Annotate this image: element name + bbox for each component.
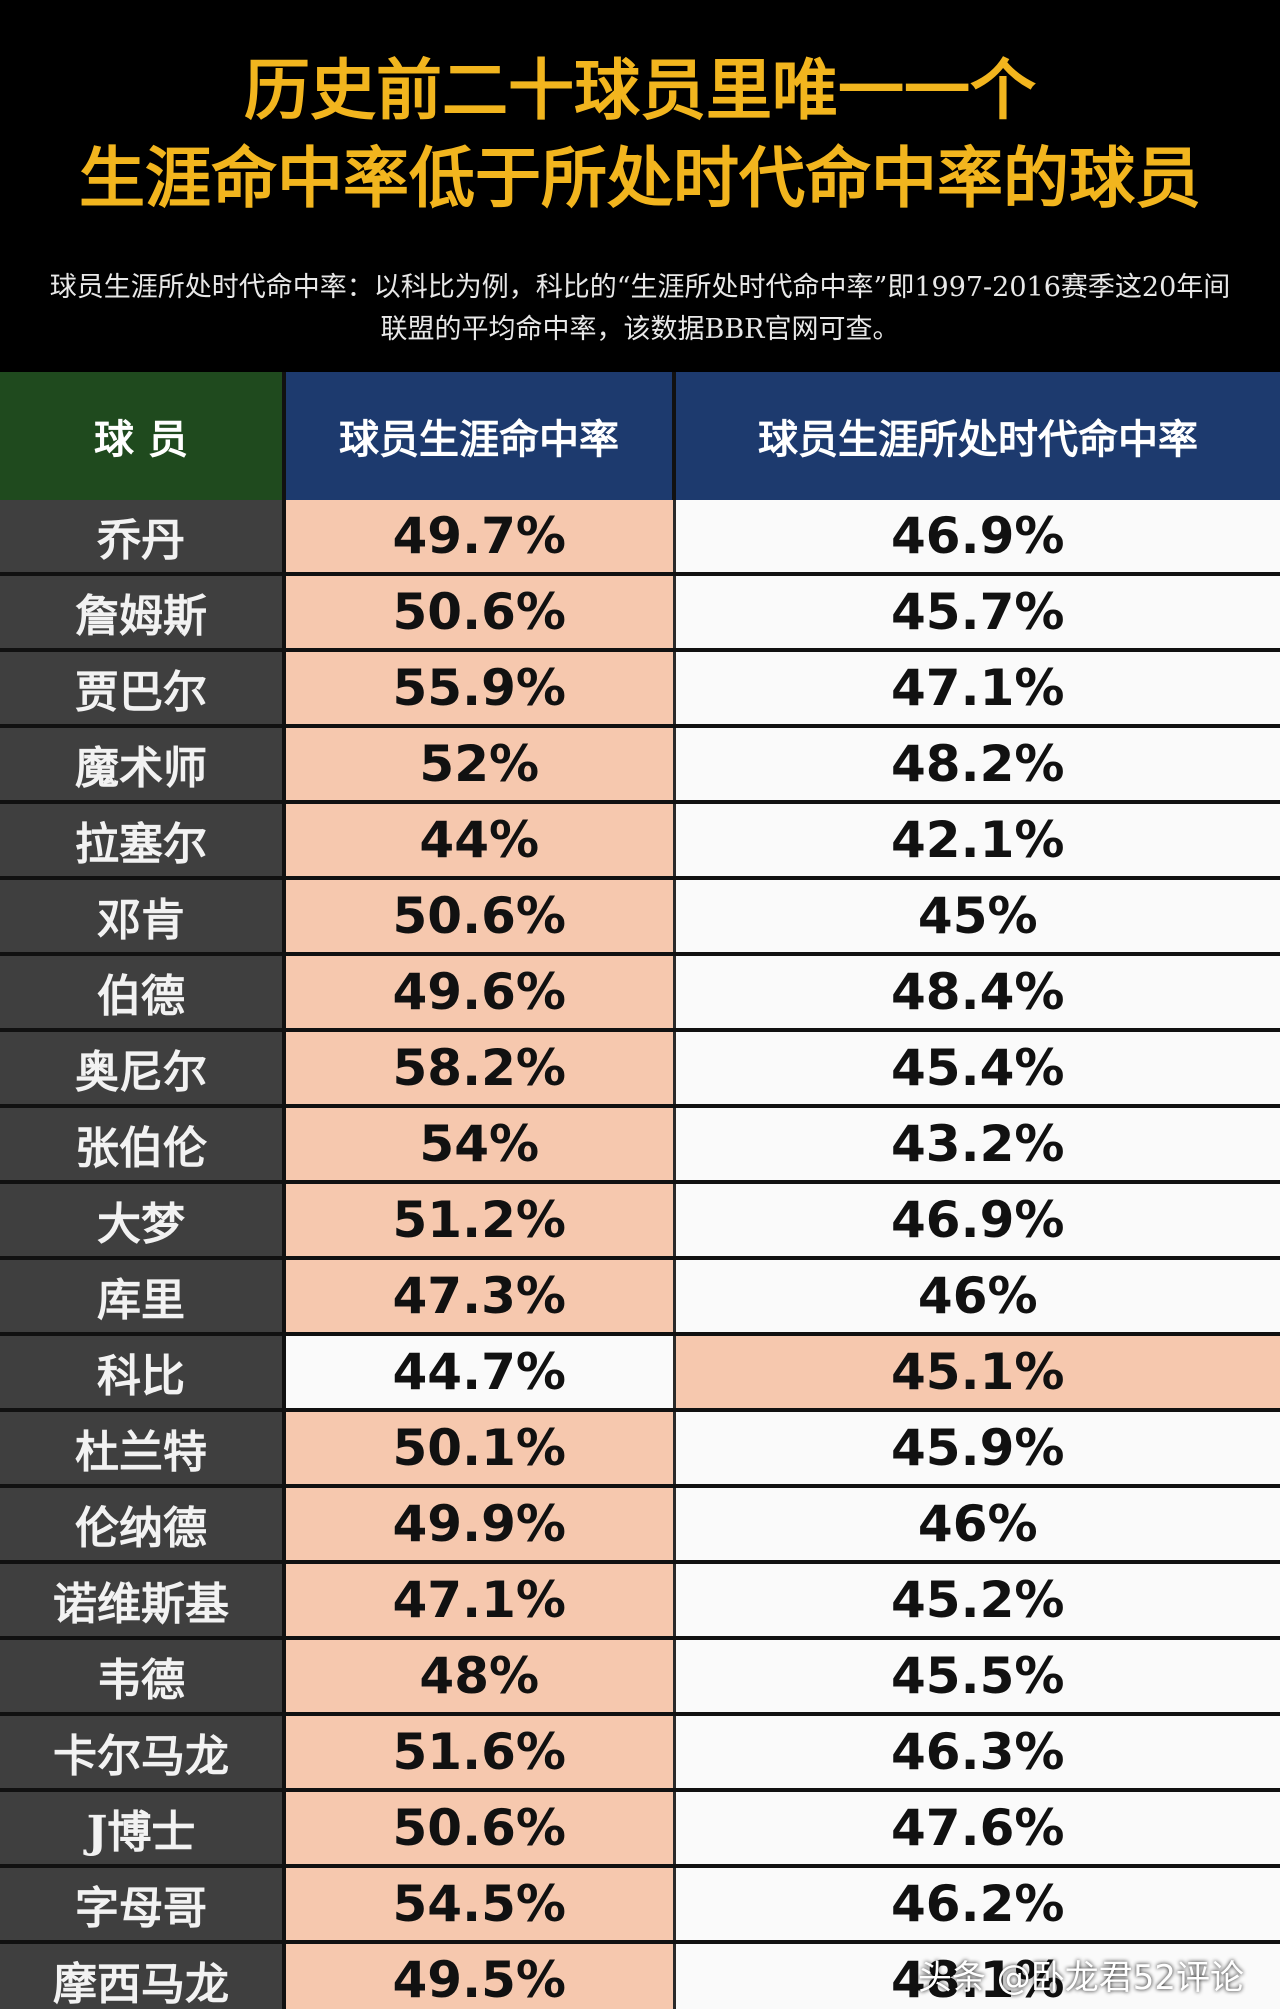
table-row: 科比 44.7% 45.1% [0, 1334, 1280, 1412]
career-fg-cell: 58.2% [284, 1030, 676, 1108]
table-row: 字母哥 54.5% 46.2% [0, 1866, 1280, 1944]
career-fg-cell: 51.2% [284, 1182, 676, 1260]
table-row: J博士 50.6% 47.6% [0, 1790, 1280, 1868]
table-row: 拉塞尔 44% 42.1% [0, 802, 1280, 880]
player-name: 韦德 [0, 1638, 286, 1716]
table-row: 韦德 48% 45.5% [0, 1638, 1280, 1716]
era-fg-cell: 48.4% [674, 954, 1280, 1032]
table-body: 乔丹 49.7% 46.9% 詹姆斯 50.6% 45.7% 贾巴尔 55.9% 47.1% 魔术… [0, 500, 1280, 2009]
table-row: 库里 47.3% 46% [0, 1258, 1280, 1336]
era-fg-cell: 46% [674, 1486, 1280, 1564]
era-fg-cell: 45.9% [674, 1410, 1280, 1488]
era-fg-cell: 46% [674, 1258, 1280, 1336]
table-row: 伦纳德 49.9% 46% [0, 1486, 1280, 1564]
page-title-line-1: 历史前二十球员里唯一一个 [244, 51, 1036, 129]
era-fg-cell: 46.9% [674, 1182, 1280, 1260]
table-row: 卡尔马龙 51.6% 46.3% [0, 1714, 1280, 1792]
career-fg-cell: 54.5% [284, 1866, 676, 1944]
era-fg-cell: 45.2% [674, 1562, 1280, 1640]
player-name: 卡尔马龙 [0, 1714, 286, 1792]
career-fg-cell: 49.7% [284, 500, 676, 576]
era-fg-cell: 45.7% [674, 574, 1280, 652]
era-fg-cell: 42.1% [674, 802, 1280, 880]
career-fg-cell: 49.9% [284, 1486, 676, 1564]
career-fg-cell: 54% [284, 1106, 676, 1184]
player-name: 伯德 [0, 954, 286, 1032]
header-player: 球 员 [0, 372, 286, 500]
table-row: 摩西马龙 49.5% 48.1% [0, 1942, 1280, 2009]
page-title-line-2: 生涯命中率低于所处时代命中率的球员 [79, 139, 1201, 217]
career-fg-cell: 50.6% [284, 574, 676, 652]
career-fg-cell: 55.9% [284, 650, 676, 728]
era-fg-cell: 46.2% [674, 1866, 1280, 1944]
table-row: 魔术师 52% 48.2% [0, 726, 1280, 804]
era-fg-cell: 46.3% [674, 1714, 1280, 1792]
player-name: 魔术师 [0, 726, 286, 804]
watermark: 头条 @卧龙君52评论 [917, 1958, 1244, 1998]
era-fg-cell: 46.9% [674, 500, 1280, 576]
era-fg-cell: 45.1% [674, 1334, 1280, 1412]
era-fg-cell: 48.2% [674, 726, 1280, 804]
player-name: 张伯伦 [0, 1106, 286, 1184]
career-fg-cell: 50.6% [284, 878, 676, 956]
player-name: 贾巴尔 [0, 650, 286, 728]
table-row: 杜兰特 50.1% 45.9% [0, 1410, 1280, 1488]
career-fg-cell: 50.1% [284, 1410, 676, 1488]
career-fg-cell: 51.6% [284, 1714, 676, 1792]
era-fg-cell: 45.4% [674, 1030, 1280, 1108]
career-fg-cell: 49.6% [284, 954, 676, 1032]
career-fg-cell: 44.7% [284, 1334, 676, 1412]
header-era-fg: 球员生涯所处时代命中率 [674, 372, 1280, 500]
table-header-row: 球 员 球员生涯命中率 球员生涯所处时代命中率 [0, 372, 1280, 500]
era-fg-cell: 47.6% [674, 1790, 1280, 1868]
player-name: 邓肯 [0, 878, 286, 956]
career-fg-cell: 47.1% [284, 1562, 676, 1640]
era-fg-cell: 45% [674, 878, 1280, 956]
table-row: 伯德 49.6% 48.4% [0, 954, 1280, 1032]
career-fg-cell: 49.5% [284, 1942, 676, 2009]
table-row: 詹姆斯 50.6% 45.7% [0, 574, 1280, 652]
player-name: 字母哥 [0, 1866, 286, 1944]
career-fg-cell: 52% [284, 726, 676, 804]
fg-comparison-table: 球 员 球员生涯命中率 球员生涯所处时代命中率 乔丹 49.7% 46.9% 詹姆斯 5… [0, 372, 1280, 2009]
player-name: 诺维斯基 [0, 1562, 286, 1640]
player-name: J博士 [0, 1790, 286, 1868]
player-name: 乔丹 [0, 500, 286, 576]
table-row: 邓肯 50.6% 45% [0, 878, 1280, 956]
era-fg-cell: 47.1% [674, 650, 1280, 728]
player-name: 拉塞尔 [0, 802, 286, 880]
table-row: 贾巴尔 55.9% 47.1% [0, 650, 1280, 728]
player-name: 伦纳德 [0, 1486, 286, 1564]
player-name: 摩西马龙 [0, 1942, 286, 2009]
player-name: 大梦 [0, 1182, 286, 1260]
table-row: 大梦 51.2% 46.9% [0, 1182, 1280, 1260]
era-fg-cell: 45.5% [674, 1638, 1280, 1716]
header-career-fg: 球员生涯命中率 [284, 372, 676, 500]
note-line-1: 球员生涯所处时代命中率：以科比为例，科比的“生涯所处时代命中率”即1997-20… [49, 272, 1231, 303]
era-fg-cell: 48.1% [674, 1942, 1280, 2009]
era-fg-cell: 43.2% [674, 1106, 1280, 1184]
player-name: 科比 [0, 1334, 286, 1412]
header: 历史前二十球员里唯一一个 生涯命中率低于所处时代命中率的球员 球员生涯所处时代命… [0, 0, 1280, 370]
player-name: 杜兰特 [0, 1410, 286, 1488]
career-fg-cell: 50.6% [284, 1790, 676, 1868]
player-name: 詹姆斯 [0, 574, 286, 652]
table-row: 诺维斯基 47.1% 45.2% [0, 1562, 1280, 1640]
table-row: 奥尼尔 58.2% 45.4% [0, 1030, 1280, 1108]
player-name: 奥尼尔 [0, 1030, 286, 1108]
note-line-2: 联盟的平均命中率，该数据BBR官网可查。 [380, 314, 900, 345]
career-fg-cell: 48% [284, 1638, 676, 1716]
table-row: 张伯伦 54% 43.2% [0, 1106, 1280, 1184]
player-name: 库里 [0, 1258, 286, 1336]
career-fg-cell: 47.3% [284, 1258, 676, 1336]
table-row: 乔丹 49.7% 46.9% [0, 500, 1280, 576]
career-fg-cell: 44% [284, 802, 676, 880]
